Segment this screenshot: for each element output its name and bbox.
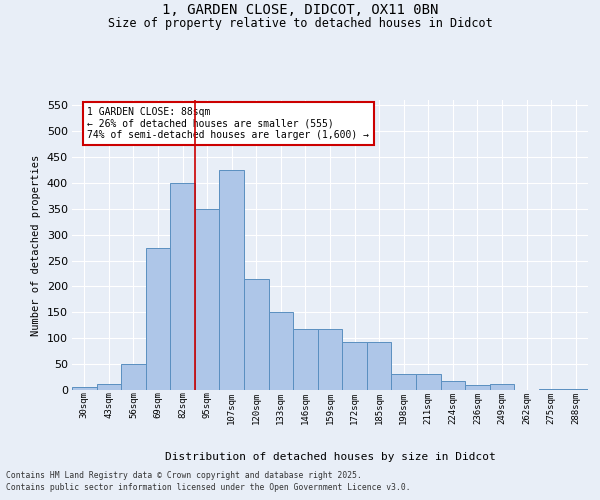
Bar [244,278,269,390]
Bar [195,209,220,390]
Text: Distribution of detached houses by size in Didcot: Distribution of detached houses by size … [164,452,496,462]
Text: Size of property relative to detached houses in Didcot: Size of property relative to detached ho… [107,18,493,30]
Bar [293,329,318,390]
Bar [269,312,293,390]
Bar [220,170,244,390]
Bar [416,374,440,390]
Bar [391,374,416,390]
Bar [318,329,342,390]
Bar [563,389,588,390]
Bar [97,384,121,390]
Bar [440,381,465,390]
Bar [367,342,391,390]
Y-axis label: Number of detached properties: Number of detached properties [31,154,41,336]
Text: 1, GARDEN CLOSE, DIDCOT, OX11 0BN: 1, GARDEN CLOSE, DIDCOT, OX11 0BN [162,2,438,16]
Bar [121,364,146,390]
Text: 1 GARDEN CLOSE: 88sqm
← 26% of detached houses are smaller (555)
74% of semi-det: 1 GARDEN CLOSE: 88sqm ← 26% of detached … [88,108,370,140]
Bar [490,384,514,390]
Bar [170,183,195,390]
Bar [539,389,563,390]
Bar [465,385,490,390]
Bar [342,342,367,390]
Text: Contains HM Land Registry data © Crown copyright and database right 2025.: Contains HM Land Registry data © Crown c… [6,471,362,480]
Bar [146,248,170,390]
Bar [72,388,97,390]
Text: Contains public sector information licensed under the Open Government Licence v3: Contains public sector information licen… [6,484,410,492]
